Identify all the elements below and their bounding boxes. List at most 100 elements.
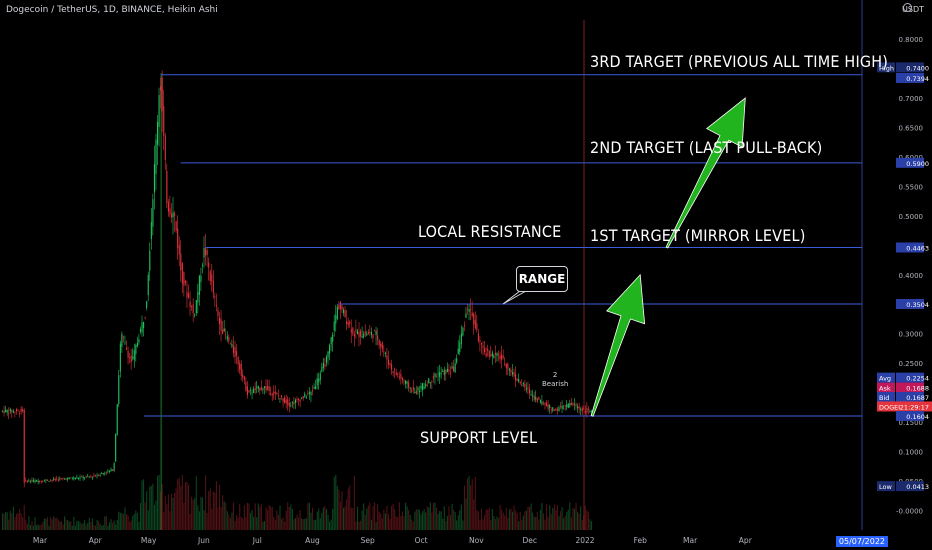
volume-bar — [259, 506, 261, 530]
volume-bar — [129, 521, 131, 530]
candle-body — [329, 345, 331, 354]
volume-bar — [257, 503, 259, 530]
volume-bar — [302, 519, 304, 530]
candle-body — [333, 321, 335, 331]
volume-bar — [251, 509, 253, 530]
candle-body — [200, 275, 202, 283]
volume-bar — [209, 488, 211, 530]
volume-bar — [236, 515, 238, 530]
x-tick-label: Apr — [739, 536, 753, 545]
volume-bar — [276, 510, 278, 530]
support-level-value-bg — [896, 410, 924, 421]
volume-bar — [510, 508, 512, 530]
volume-bar — [155, 500, 157, 530]
candle-body — [245, 381, 247, 391]
gear-icon[interactable] — [903, 3, 912, 12]
low-value: 0.0413 — [906, 483, 929, 491]
candle-body — [246, 386, 248, 395]
price-axis-panel[interactable] — [862, 0, 932, 550]
candle-body — [307, 393, 309, 395]
volume-bar — [62, 524, 64, 530]
y-tick-label: 0.5500 — [899, 183, 924, 191]
candle-body — [535, 396, 537, 400]
volume-bar — [529, 506, 531, 530]
volume-bar — [53, 516, 55, 530]
support-level-value: 0.1604 — [906, 413, 929, 421]
next-targets-arrow — [665, 97, 746, 249]
candle-body — [290, 405, 292, 407]
volume-bar — [108, 522, 111, 530]
volume-bar — [577, 512, 579, 530]
volume-bar — [268, 505, 270, 530]
y-tick-label: 0.7000 — [899, 95, 924, 103]
volume-bar — [285, 510, 287, 530]
volume-bar — [411, 519, 413, 530]
volume-bar — [525, 510, 527, 530]
volume-bar — [208, 491, 210, 530]
candle-body — [327, 351, 329, 358]
volume-bar — [5, 512, 7, 530]
candle-body — [516, 379, 518, 381]
volume-bar — [79, 522, 81, 530]
candle-body — [183, 272, 185, 286]
candle-body — [349, 321, 351, 324]
candle-body — [124, 342, 126, 344]
volume-bar — [219, 484, 221, 530]
volume-bar — [487, 509, 489, 530]
volume-bar — [237, 517, 239, 530]
candle-body — [567, 404, 569, 408]
candle-body — [115, 434, 117, 462]
candle-body — [299, 399, 301, 402]
volume-bar — [65, 519, 67, 530]
candle-body — [361, 336, 363, 338]
y-tick-label: 0.3000 — [899, 331, 924, 339]
volume-bar — [549, 505, 551, 530]
candle-body — [56, 478, 58, 480]
candle-body — [511, 372, 514, 375]
range-level-value-bg — [896, 298, 924, 309]
pullback-level-value: 0.5900 — [906, 160, 929, 168]
candle-body — [527, 387, 529, 389]
candle-body — [374, 330, 376, 332]
candle-body — [445, 370, 447, 375]
volume-bar — [505, 507, 507, 530]
candle-body — [209, 271, 211, 281]
candle-body — [184, 280, 186, 284]
support-level-label: SUPPORT LEVEL — [420, 428, 538, 447]
date-cursor-label: 05/07/2022 — [835, 536, 888, 547]
volume-bar — [524, 511, 526, 530]
volume-bar — [541, 503, 543, 530]
volume-bar — [369, 502, 371, 530]
candle-body — [552, 407, 554, 411]
candle-body — [504, 364, 506, 366]
candle-body — [398, 376, 400, 378]
volume-bar — [316, 511, 318, 530]
volume-bar — [64, 516, 66, 530]
volume-bar — [60, 521, 62, 530]
candle-body — [291, 402, 293, 404]
volume-bar — [578, 513, 580, 530]
candle-body — [225, 334, 227, 336]
candle-body — [453, 366, 455, 372]
candle-body — [248, 390, 250, 393]
volume-bar — [488, 507, 490, 530]
mirror-level-value-bg — [896, 242, 924, 253]
volume-bar — [378, 511, 380, 530]
volume-bar — [189, 513, 191, 530]
volume-bar — [152, 483, 154, 530]
volume-bar — [119, 512, 121, 530]
candle-body — [3, 411, 5, 414]
volume-bar — [304, 518, 306, 530]
currency-label[interactable]: USDT — [902, 5, 924, 14]
volume-bar — [138, 521, 140, 530]
candle-body — [87, 475, 89, 477]
volume-bar — [98, 521, 100, 530]
volume-bar — [273, 516, 275, 530]
volume-bar — [91, 518, 93, 530]
volume-bar — [263, 521, 266, 530]
candle-body — [226, 336, 228, 340]
volume-bar — [417, 509, 419, 530]
candle-body — [155, 139, 157, 174]
volume-bar — [104, 516, 106, 530]
